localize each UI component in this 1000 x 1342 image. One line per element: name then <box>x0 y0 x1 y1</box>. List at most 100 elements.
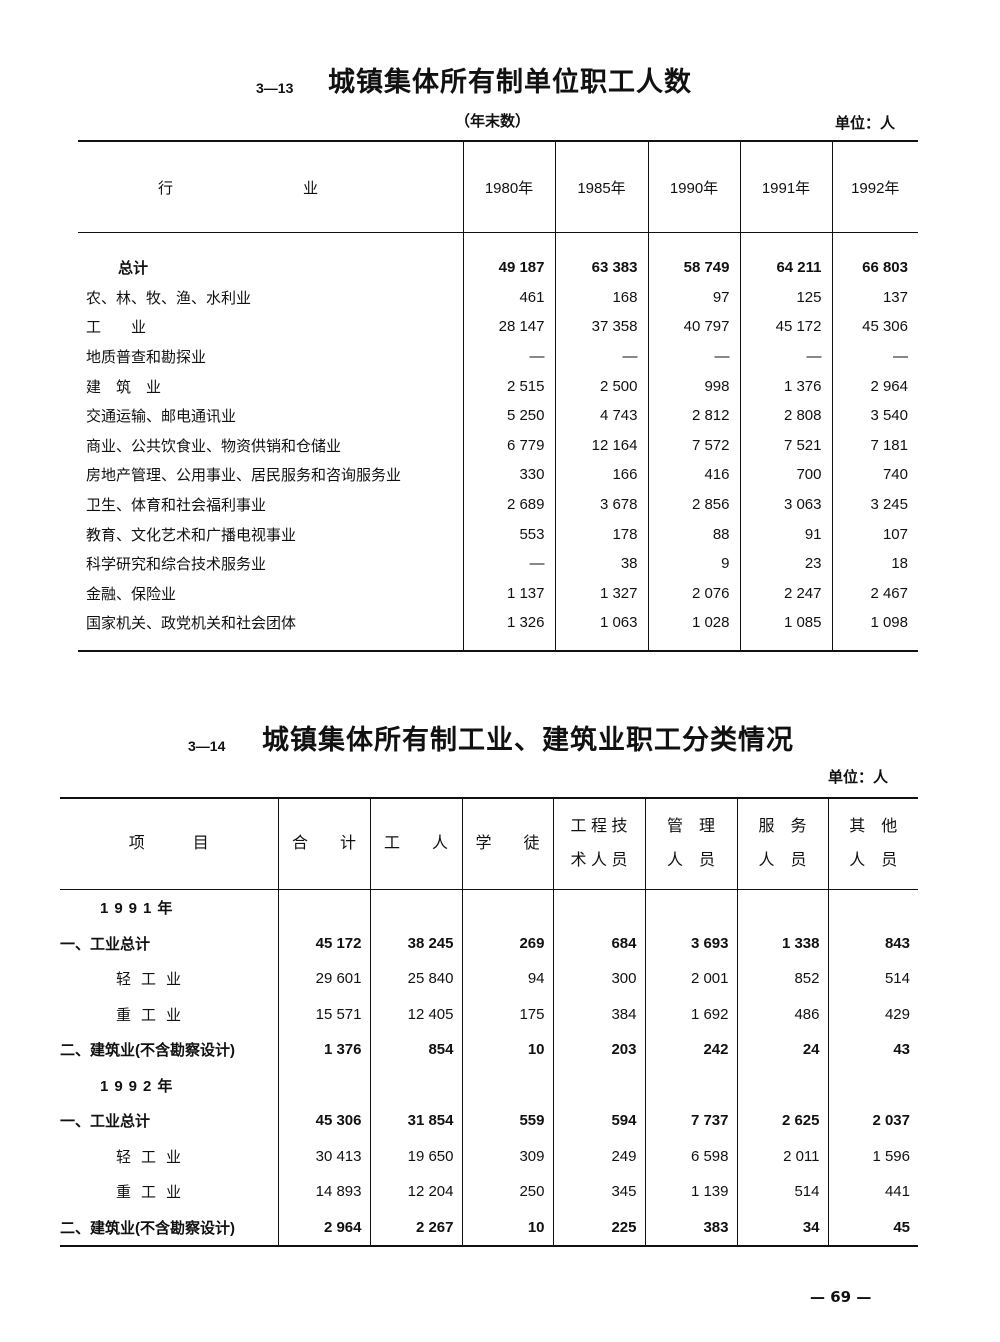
table-row: 教育、文化艺术和广播电视事业 553 178 88 91 107 <box>78 519 918 549</box>
cell-value: 37 358 <box>554 312 648 342</box>
cell-value: 1 596 <box>827 1138 918 1174</box>
column-header: 工 人 <box>369 798 462 890</box>
cell-value: 553 <box>462 519 555 549</box>
cell-value: 2 500 <box>554 371 648 401</box>
table-row: 建 筑 业 2 515 2 500 998 1 376 2 964 <box>78 371 918 401</box>
cell-value <box>644 889 737 926</box>
cell-value: 3 540 <box>831 400 918 431</box>
cell-value: 29 601 <box>277 961 370 997</box>
cell-value: 94 <box>461 961 553 997</box>
table2-header-row: 项 目合 计工 人学 徒工 程 技术 人 员管 理人 员服 务人 员其 他人 员 <box>60 798 918 890</box>
cell-value: 14 893 <box>277 1174 370 1210</box>
cell-value: 2 011 <box>736 1138 828 1174</box>
cell-value: 1 692 <box>644 996 737 1032</box>
cell-value: 91 <box>739 519 832 549</box>
column-header-line: 术 人 员 <box>570 852 628 869</box>
cell-value <box>552 889 645 926</box>
cell-value: 203 <box>552 1032 645 1068</box>
cell-value: 330 <box>462 460 555 490</box>
cell-value <box>369 889 462 926</box>
cell-value: 383 <box>644 1209 737 1246</box>
cell-value <box>277 889 370 926</box>
cell-value: 6 779 <box>462 430 555 461</box>
column-header: 工 程 技术 人 员 <box>552 798 645 890</box>
cell-value: 15 571 <box>277 996 370 1032</box>
cell-value: 2 964 <box>831 371 918 401</box>
cell-value: 34 <box>736 1209 828 1246</box>
cell-value: 58 749 <box>647 232 740 283</box>
cell-value: 31 854 <box>369 1103 462 1139</box>
table-row: 轻工业 29 601 25 840 94 300 2 001 852 514 <box>60 961 918 997</box>
table2-number: 3—14 <box>188 738 226 754</box>
cell-value: 166 <box>554 460 648 490</box>
cell-value: 2 856 <box>647 489 740 520</box>
cell-value: 345 <box>552 1174 645 1210</box>
column-header-line: 项 目 <box>128 835 209 852</box>
cell-value: 12 164 <box>554 430 648 461</box>
cell-value: 740 <box>831 460 918 490</box>
row-label: 重工业 <box>116 1184 192 1202</box>
table2-unit: 单位：人 <box>828 768 889 786</box>
table2-title: 城镇集体所有制工业、建筑业职工分类情况 <box>262 725 794 756</box>
cell-value: 1 338 <box>736 925 828 961</box>
cell-value: 3 678 <box>554 489 648 520</box>
table-row: 一、工业总计 45 306 31 854 559 594 7 737 2 625 2 037 <box>60 1103 918 1139</box>
cell-value: 514 <box>827 961 918 997</box>
table-row: 二、建筑业(不含勘察设计) 2 964 2 267 10 225 383 34 45 <box>60 1209 918 1246</box>
cell-value: 1 376 <box>277 1032 370 1068</box>
column-header-line: 合 计 <box>291 835 356 852</box>
column-header: 1992年 <box>831 141 918 233</box>
cell-value: 854 <box>369 1032 462 1068</box>
column-header: 服 务人 员 <box>736 798 828 890</box>
table1-title: 城镇集体所有制单位职工人数 <box>328 67 692 98</box>
cell-value: 2 515 <box>462 371 555 401</box>
column-header: 1985年 <box>554 141 648 233</box>
cell-value: 2 812 <box>647 400 740 431</box>
cell-value: 7 737 <box>644 1103 737 1139</box>
table-row: 房地产管理、公用事业、居民服务和咨询服务业 330 166 416 700 740 <box>78 460 918 490</box>
cell-value: 300 <box>552 961 645 997</box>
cell-value: 242 <box>644 1032 737 1068</box>
row-label: 地质普查和勘探业 <box>86 349 207 367</box>
row-label: 交通运输、邮电通讯业 <box>86 408 237 426</box>
table-row: 重工业 14 893 12 204 250 345 1 139 514 441 <box>60 1174 918 1210</box>
cell-value: 2 964 <box>277 1209 370 1246</box>
page-number: — 69 — <box>810 1288 872 1306</box>
table1-number: 3—13 <box>256 80 294 96</box>
table1: 行业 1980年 1985年 1990年 1991年 1992年 总计 49 187 63 3… <box>78 140 918 652</box>
cell-value: 107 <box>831 519 918 549</box>
cell-value: 700 <box>739 460 832 490</box>
cell-value: 1 085 <box>739 608 832 651</box>
row-label: 工 业 <box>86 319 147 337</box>
cell-value <box>736 889 828 926</box>
row-label: 金融、保险业 <box>86 585 177 603</box>
table-row: 地质普查和勘探业 — — — — — <box>78 341 918 372</box>
cell-value: 1 376 <box>739 371 832 401</box>
cell-value <box>461 1067 553 1103</box>
cell-value: 63 383 <box>554 232 648 283</box>
cell-value: 1 063 <box>554 608 648 651</box>
row-label: 1991年 <box>100 900 179 918</box>
table-row: 交通运输、邮电通讯业 5 250 4 743 2 812 2 808 3 540 <box>78 400 918 431</box>
cell-value: 9 <box>647 548 740 579</box>
cell-value <box>736 1067 828 1103</box>
cell-value: 43 <box>827 1032 918 1068</box>
table-row: 一、工业总计 45 172 38 245 269 684 3 693 1 338 843 <box>60 925 918 961</box>
cell-value: 2 625 <box>736 1103 828 1139</box>
cell-value: 1 327 <box>554 578 648 609</box>
cell-value: 45 306 <box>831 312 918 342</box>
cell-value: 45 172 <box>739 312 832 342</box>
row-label: 科学研究和综合技术服务业 <box>86 556 267 574</box>
table1-subtitle: （年末数） <box>455 112 531 130</box>
cell-value: 309 <box>461 1138 553 1174</box>
table-row: 轻工业 30 413 19 650 309 249 6 598 2 011 1 596 <box>60 1138 918 1174</box>
cell-value: 30 413 <box>277 1138 370 1174</box>
cell-value: 441 <box>827 1174 918 1210</box>
column-header: 管 理人 员 <box>644 798 737 890</box>
column-header: 1990年 <box>647 141 740 233</box>
cell-value: 684 <box>552 925 645 961</box>
cell-value: 168 <box>554 282 648 313</box>
row-label: 二、建筑业(不含勘察设计) <box>60 1042 235 1060</box>
row-label: 轻工业 <box>116 1148 192 1166</box>
cell-value: 1 139 <box>644 1174 737 1210</box>
